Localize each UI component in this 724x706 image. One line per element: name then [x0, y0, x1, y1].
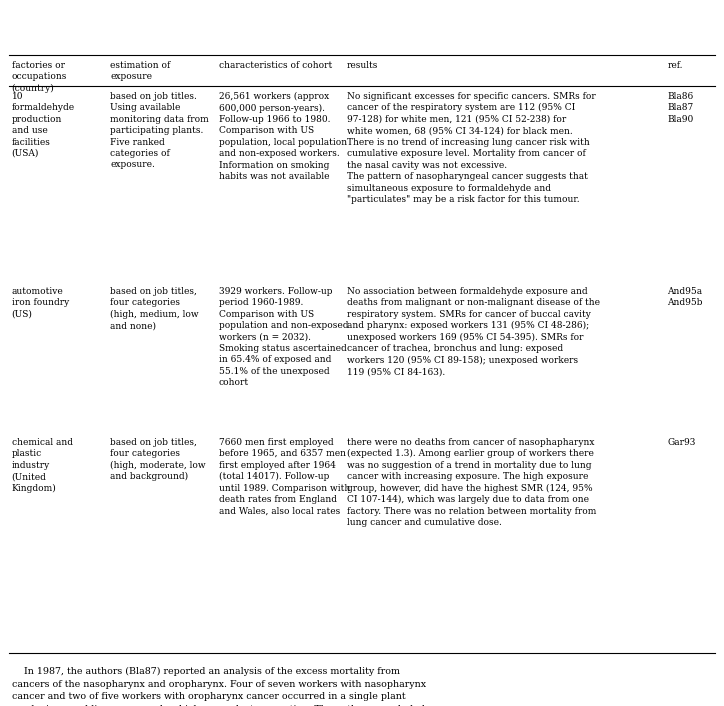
Text: 7660 men first employed
before 1965, and 6357 men
first employed after 1964
(tot: 7660 men first employed before 1965, and…	[219, 438, 350, 515]
Text: chemical and
plastic
industry
(United
Kingdom): chemical and plastic industry (United Ki…	[12, 438, 72, 493]
Text: 26,561 workers (approx
600,000 person-years).
Follow-up 1966 to 1980.
Comparison: 26,561 workers (approx 600,000 person-ye…	[219, 92, 347, 181]
Text: based on job titles,
four categories
(high, moderate, low
and background): based on job titles, four categories (hi…	[110, 438, 206, 481]
Text: No association between formaldehyde exposure and
deaths from malignant or non-ma: No association between formaldehyde expo…	[347, 287, 599, 376]
Text: And95a
And95b: And95a And95b	[668, 287, 703, 307]
Text: factories or
occupations
(country): factories or occupations (country)	[12, 61, 67, 92]
Text: based on job titles,
four categories
(high, medium, low
and none): based on job titles, four categories (hi…	[110, 287, 198, 330]
Text: 10
formaldehyde
production
and use
facilities
(USA): 10 formaldehyde production and use facil…	[12, 92, 75, 158]
Text: estimation of
exposure: estimation of exposure	[110, 61, 170, 81]
Text: results: results	[347, 61, 378, 70]
Text: based on job titles.
Using available
monitoring data from
participating plants.
: based on job titles. Using available mon…	[110, 92, 209, 169]
Text: automotive
iron foundry
(US): automotive iron foundry (US)	[12, 287, 69, 318]
Text: In 1987, the authors (Bla87) reported an analysis of the excess mortality from
c: In 1987, the authors (Bla87) reported an…	[12, 667, 426, 706]
Text: No significant excesses for specific cancers. SMRs for
cancer of the respiratory: No significant excesses for specific can…	[347, 92, 596, 204]
Text: characteristics of cohort: characteristics of cohort	[219, 61, 332, 70]
Text: 3929 workers. Follow-up
period 1960-1989.
Comparison with US
population and non-: 3929 workers. Follow-up period 1960-1989…	[219, 287, 348, 387]
Text: ref.: ref.	[668, 61, 683, 70]
Text: Bla86
Bla87
Bla90: Bla86 Bla87 Bla90	[668, 92, 694, 124]
Text: there were no deaths from cancer of nasophapharynx
(expected 1.3). Among earlier: there were no deaths from cancer of naso…	[347, 438, 596, 527]
Text: Gar93: Gar93	[668, 438, 696, 447]
